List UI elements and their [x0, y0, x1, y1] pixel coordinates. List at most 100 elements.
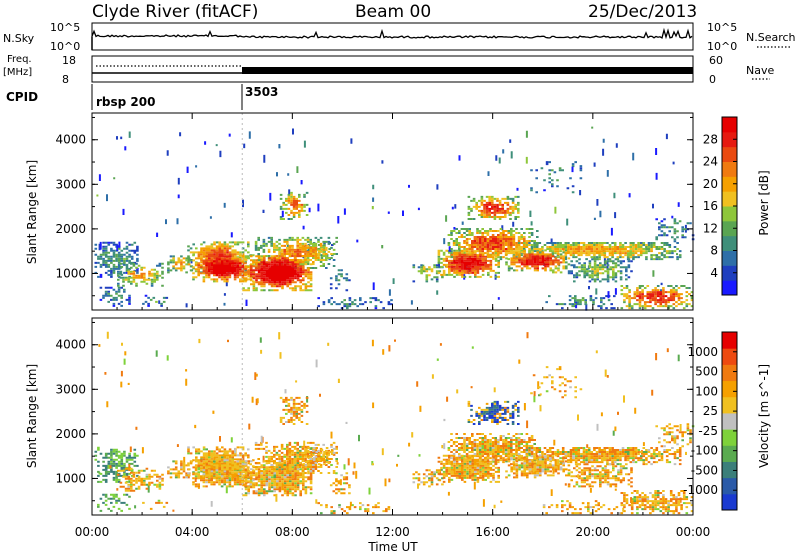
colorbar-tick-label: -25 — [698, 424, 718, 438]
colorbar-swatch — [722, 396, 737, 414]
heatmap-cells — [98, 339, 694, 515]
heatmap-cells — [96, 156, 694, 310]
heatmap-cells — [94, 346, 695, 515]
nsearch-tick-bottom: 10^0 — [707, 40, 737, 53]
heatmap-cells — [104, 332, 692, 515]
colorbar-tick-label: 20 — [703, 177, 718, 191]
cpid-segment-2: 3503 — [245, 85, 278, 99]
nave-tick-top: 60 — [709, 54, 723, 67]
nave-label: Nave — [746, 64, 774, 77]
colorbar-swatch — [722, 332, 737, 349]
range-tick-label: 3000 — [55, 177, 86, 191]
range-tick-label: 1000 — [55, 471, 86, 485]
velocity-heatmap-data — [94, 318, 695, 515]
time-tick-label: 16:00 — [475, 525, 510, 539]
heatmap-cells — [197, 199, 681, 306]
colorbar-tick-label: 1000 — [687, 345, 718, 359]
colorbar-swatch — [722, 235, 737, 251]
colorbar-tick-label: 25 — [703, 404, 718, 418]
colorbar-swatch — [722, 117, 737, 133]
velocity-range-axis: 1000 2000 3000 4000 — [55, 321, 693, 502]
velocity-colorbar-label: Velocity [m s^-1] — [757, 364, 771, 468]
colorbar-tick-label: 500 — [695, 365, 718, 379]
colorbar-tick-label: 16 — [703, 199, 718, 213]
colorbar-swatch — [722, 280, 737, 296]
colorbar-tick-label: 100 — [695, 384, 718, 398]
power-colorbar: 4 8 12 16 20 24 28 — [703, 116, 738, 296]
heatmap-cells — [94, 337, 692, 515]
heatmap-cells — [127, 359, 694, 515]
colorbar-tick-label: -1000 — [683, 483, 718, 497]
colorbar-tick-label: -100 — [691, 444, 718, 458]
range-tick-label: 4000 — [55, 133, 86, 147]
colorbar-swatch — [722, 364, 737, 382]
colorbar-swatch — [722, 176, 737, 192]
colorbar-swatch — [722, 146, 737, 162]
colorbar-frame — [721, 331, 738, 511]
nsky-line — [91, 27, 693, 40]
colorbar-swatch — [722, 220, 737, 237]
colorbar-swatch — [722, 461, 737, 479]
colorbar-swatch — [722, 131, 737, 148]
time-tick-label: 20:00 — [576, 525, 611, 539]
station-title: Clyde River (fitACF) — [92, 2, 258, 22]
heatmap-cells — [470, 402, 520, 425]
power-heatmap-data — [94, 113, 695, 311]
time-tick-label: 12:00 — [375, 525, 410, 539]
range-tick-label: 4000 — [55, 338, 86, 352]
nave-tick-bottom: 0 — [709, 73, 716, 86]
range-tick-label: 2000 — [55, 427, 86, 441]
colorbar-swatch — [722, 265, 737, 281]
power-ylabel: Slant Range [km] — [25, 160, 39, 264]
nsearch-label: N.Search — [746, 31, 796, 44]
nsky-label: N.Sky — [3, 32, 35, 45]
velocity-ylabel: Slant Range [km] — [25, 364, 39, 468]
date-title: 25/Dec/2013 — [588, 2, 697, 22]
time-tick-label: 00:00 — [75, 525, 110, 539]
colorbar-tick-label: 12 — [703, 221, 718, 235]
beam-title: Beam 00 — [355, 2, 431, 22]
freq-band-late — [242, 67, 693, 74]
colorbar-swatch — [722, 250, 737, 266]
colorbar-swatch — [722, 477, 737, 495]
time-tick-label: 08:00 — [275, 525, 310, 539]
colorbar-swatch — [722, 191, 737, 207]
colorbar-swatch — [722, 429, 737, 446]
heatmap-cells — [98, 133, 680, 310]
velocity-panel-frame — [91, 317, 694, 516]
colorbar-swatch — [722, 348, 737, 365]
freq-trace — [92, 65, 693, 74]
colorbar-swatch — [722, 412, 737, 430]
heatmap-cells — [99, 126, 694, 310]
heatmap-cells — [97, 131, 691, 310]
colorbar-swatch — [722, 161, 737, 177]
time-tick-label: 04:00 — [175, 525, 210, 539]
colorbar-tick-label: 28 — [703, 132, 718, 146]
colorbar-tick-label: 24 — [703, 155, 718, 169]
freq-tick-bottom: 8 — [62, 73, 69, 86]
colorbar-tick-label: -500 — [691, 463, 718, 477]
freq-tick-top: 18 — [62, 54, 76, 67]
colorbar-tick-label: 4 — [710, 266, 718, 280]
freq-label-1: Freq. — [7, 54, 32, 65]
time-tick-label: 00:00 — [676, 525, 711, 539]
range-tick-label: 2000 — [55, 222, 86, 236]
heatmap-cells — [470, 400, 520, 425]
colorbar-swatch — [722, 493, 737, 511]
colorbar-swatch — [722, 380, 737, 398]
colorbar-swatch — [722, 445, 737, 462]
colorbar-swatch — [722, 206, 737, 222]
range-tick-label: 1000 — [55, 266, 86, 280]
freq-label-2: [MHz] — [3, 67, 32, 78]
range-tick-label: 3000 — [55, 382, 86, 396]
cpid-label: CPID — [6, 90, 38, 104]
nsky-tick-bottom: 10^0 — [50, 40, 80, 53]
power-colorbar-label: Power [dB] — [757, 170, 771, 235]
time-axis-label: Time UT — [367, 540, 418, 554]
colorbar-tick-label: 8 — [710, 244, 718, 258]
nsky-trace — [91, 27, 693, 50]
nsearch-tick-top: 10^5 — [707, 21, 737, 34]
velocity-colorbar: 1000 500 100 25 -25 -100 -500 -1000 — [683, 331, 738, 511]
heatmap-cells — [106, 331, 694, 515]
